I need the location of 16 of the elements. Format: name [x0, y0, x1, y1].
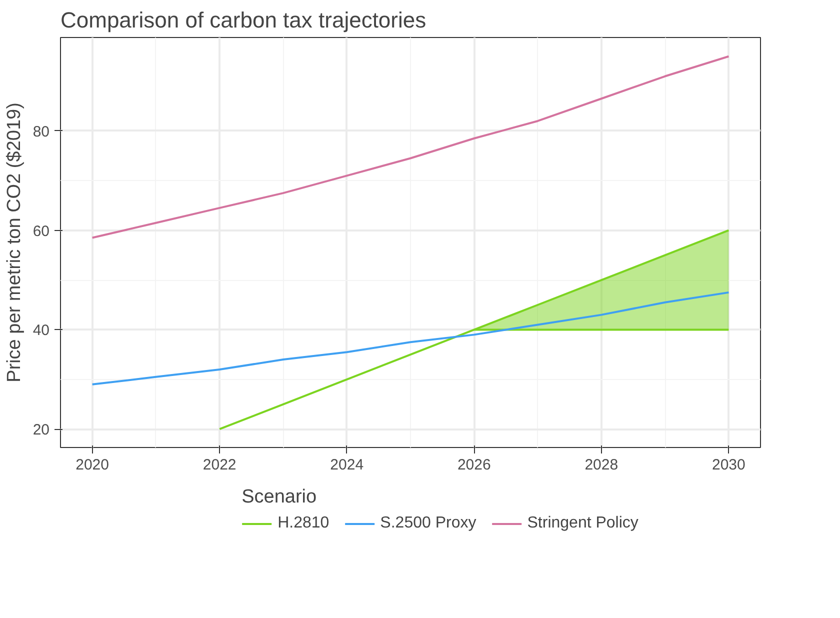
x-tick-label: 2020: [76, 456, 110, 474]
legend-label: S.2500 Proxy: [380, 514, 476, 532]
legend-label: Stringent Policy: [527, 514, 638, 532]
x-tick-label: 2022: [202, 456, 236, 474]
legend-label: H.2810: [278, 514, 330, 532]
chart-title: Comparison of carbon tax trajectories: [60, 8, 426, 32]
y-tick-label: 60: [32, 222, 50, 240]
y-axis-title: Price per metric ton CO2 ($2019): [4, 102, 25, 382]
legend-title: Scenario: [242, 486, 318, 508]
x-tick-label: 2030: [712, 456, 746, 474]
x-tick-label: 2028: [584, 456, 618, 474]
y-tick-label: 20: [32, 422, 50, 439]
x-tick-label: 2026: [457, 456, 491, 474]
y-tick-label: 40: [32, 322, 50, 340]
x-tick-label: 2024: [330, 456, 364, 474]
y-tick-label: 80: [32, 123, 50, 140]
